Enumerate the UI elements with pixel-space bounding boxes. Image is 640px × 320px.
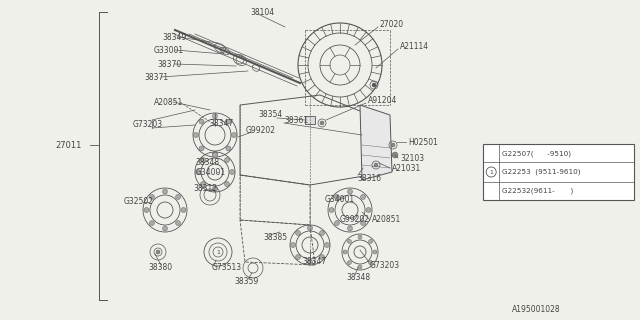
Circle shape	[319, 230, 324, 236]
Text: 38348: 38348	[195, 157, 219, 166]
Text: A91204: A91204	[368, 95, 397, 105]
Text: G73513: G73513	[212, 263, 242, 273]
Circle shape	[175, 220, 180, 226]
Circle shape	[348, 239, 351, 244]
Text: A195001028: A195001028	[512, 305, 561, 314]
Circle shape	[307, 260, 312, 265]
Circle shape	[232, 132, 237, 138]
Circle shape	[335, 220, 339, 226]
Text: 1: 1	[489, 170, 493, 174]
Bar	[483, 144, 634, 200]
Text: G34001: G34001	[325, 196, 355, 204]
Circle shape	[320, 121, 324, 125]
Circle shape	[374, 163, 378, 167]
Circle shape	[225, 181, 230, 187]
Text: 38312: 38312	[193, 183, 217, 193]
Text: 38371: 38371	[144, 73, 168, 82]
Text: A20851: A20851	[372, 215, 401, 225]
Circle shape	[212, 153, 218, 157]
Circle shape	[343, 250, 347, 254]
Text: 38385: 38385	[263, 234, 287, 243]
Text: 38354: 38354	[258, 109, 282, 118]
Text: 38359: 38359	[234, 277, 259, 286]
Circle shape	[372, 83, 376, 87]
Circle shape	[291, 243, 296, 247]
Circle shape	[358, 235, 362, 239]
Circle shape	[296, 254, 300, 260]
Circle shape	[335, 195, 339, 199]
Circle shape	[226, 146, 231, 151]
Circle shape	[144, 207, 149, 212]
Circle shape	[348, 189, 353, 194]
Circle shape	[358, 265, 362, 269]
Text: G33001: G33001	[154, 45, 184, 54]
Text: 38347: 38347	[209, 118, 233, 127]
Circle shape	[226, 119, 231, 124]
Bar	[305, 116, 315, 124]
Circle shape	[324, 243, 330, 247]
Circle shape	[163, 226, 168, 231]
Circle shape	[200, 157, 205, 163]
Circle shape	[156, 250, 160, 254]
Circle shape	[348, 260, 351, 265]
Text: 1: 1	[216, 250, 220, 254]
Text: G73203: G73203	[133, 119, 163, 129]
Circle shape	[199, 119, 204, 124]
Text: G34001: G34001	[196, 167, 226, 177]
Text: G22532(9611-       ): G22532(9611- )	[502, 187, 573, 194]
Text: A21114: A21114	[400, 42, 429, 51]
Text: 27011: 27011	[56, 140, 82, 149]
Text: 38316: 38316	[357, 173, 381, 182]
Circle shape	[181, 207, 186, 212]
Circle shape	[212, 151, 218, 156]
Circle shape	[391, 143, 395, 147]
Circle shape	[200, 181, 205, 187]
Text: 38349: 38349	[162, 33, 186, 42]
Circle shape	[366, 207, 371, 212]
Circle shape	[230, 170, 234, 174]
Text: 38348: 38348	[346, 274, 370, 283]
Circle shape	[307, 226, 312, 230]
Circle shape	[199, 146, 204, 151]
Circle shape	[296, 230, 300, 236]
Text: 38370: 38370	[157, 60, 181, 68]
Text: 38347: 38347	[302, 258, 326, 267]
Circle shape	[175, 195, 180, 199]
Circle shape	[225, 157, 230, 163]
Circle shape	[149, 220, 154, 226]
Text: A21031: A21031	[392, 164, 421, 172]
Polygon shape	[360, 105, 392, 180]
Text: 38361: 38361	[284, 116, 308, 124]
Circle shape	[212, 187, 218, 191]
Text: G99202: G99202	[246, 125, 276, 134]
Circle shape	[360, 195, 365, 199]
Text: G22507(      -9510): G22507( -9510)	[502, 150, 572, 157]
Circle shape	[195, 170, 200, 174]
Text: A20851: A20851	[154, 98, 183, 107]
Text: H02501: H02501	[408, 138, 438, 147]
Circle shape	[392, 152, 398, 158]
Text: 27020: 27020	[380, 20, 404, 28]
Text: G32502: G32502	[124, 197, 154, 206]
Text: 38380: 38380	[148, 263, 172, 273]
Circle shape	[193, 132, 198, 138]
Circle shape	[373, 250, 377, 254]
Circle shape	[360, 220, 365, 226]
Circle shape	[369, 239, 372, 244]
Text: G73203: G73203	[370, 260, 400, 269]
Text: 38104: 38104	[250, 7, 274, 17]
Circle shape	[212, 114, 218, 118]
Circle shape	[163, 189, 168, 194]
Text: G99202: G99202	[340, 215, 370, 225]
Circle shape	[348, 226, 353, 231]
Circle shape	[329, 207, 334, 212]
Text: G22253  (9511-9610): G22253 (9511-9610)	[502, 169, 580, 175]
Text: 32103: 32103	[400, 154, 424, 163]
Circle shape	[319, 254, 324, 260]
Circle shape	[149, 195, 154, 199]
Circle shape	[369, 260, 372, 265]
